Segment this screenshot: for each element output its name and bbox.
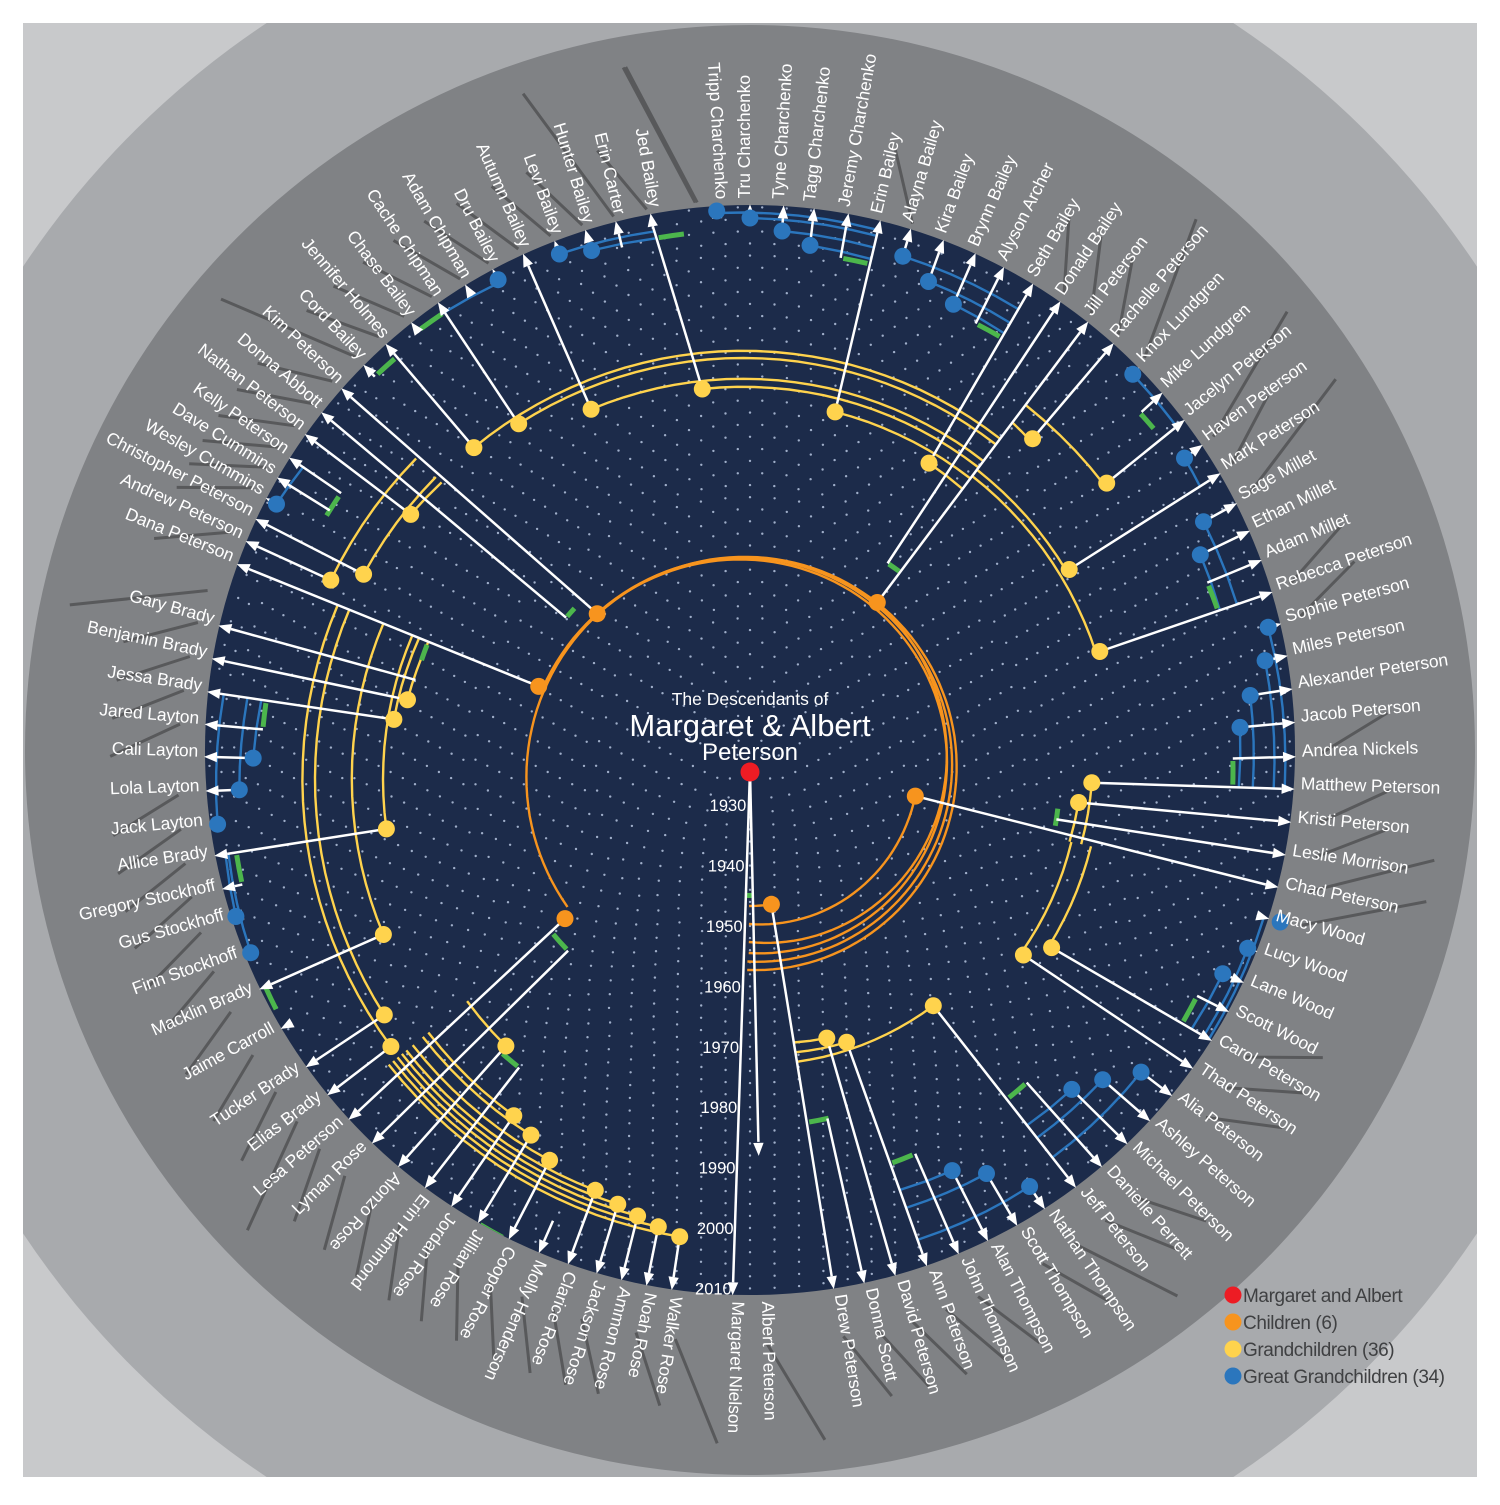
svg-text:Grandchildren (36): Grandchildren (36) [1243,1340,1394,1361]
svg-text:Albert Peterson: Albert Peterson [758,1301,781,1421]
svg-text:Tru Charchenko: Tru Charchenko [734,75,754,198]
svg-text:1980: 1980 [701,1099,738,1117]
svg-text:Cali Layton: Cali Layton [111,738,198,760]
svg-text:Margaret and Albert: Margaret and Albert [1243,1286,1403,1307]
svg-text:Children (6): Children (6) [1243,1313,1338,1334]
svg-text:2010: 2010 [695,1280,732,1298]
svg-text:Peterson: Peterson [702,739,798,766]
svg-text:1930: 1930 [710,797,747,815]
svg-text:The Descendants of: The Descendants of [672,689,829,709]
svg-text:2000: 2000 [697,1220,734,1238]
svg-text:Andrea Nickels: Andrea Nickels [1302,737,1419,760]
svg-text:1970: 1970 [702,1039,739,1057]
svg-text:Margaret & Albert: Margaret & Albert [629,708,871,743]
svg-text:Lola Layton: Lola Layton [110,775,200,798]
svg-text:1990: 1990 [699,1160,736,1178]
svg-text:1940: 1940 [708,858,745,876]
svg-text:1960: 1960 [704,978,741,996]
svg-text:Great Grandchildren (34): Great Grandchildren (34) [1243,1367,1445,1388]
svg-text:1950: 1950 [706,918,743,936]
